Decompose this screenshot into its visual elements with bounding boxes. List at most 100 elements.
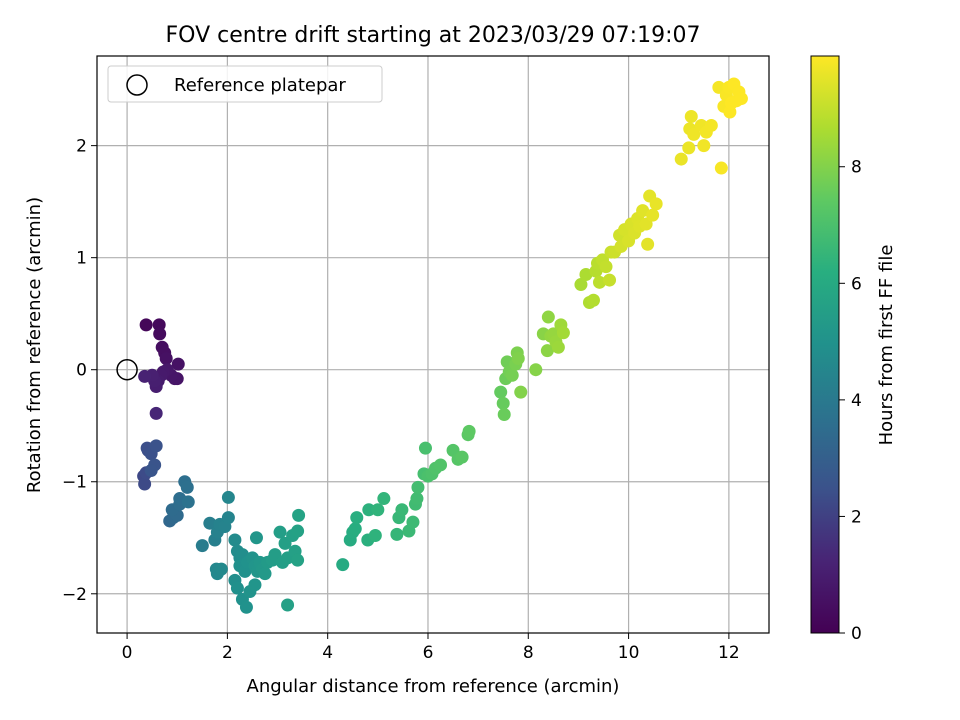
data-point bbox=[406, 515, 420, 529]
data-point bbox=[641, 237, 655, 251]
y-axis-label: Rotation from reference (arcmin) bbox=[24, 197, 45, 493]
data-point bbox=[273, 525, 287, 539]
y-tick-label: 1 bbox=[76, 249, 87, 269]
x-tick-label: 8 bbox=[523, 643, 534, 663]
data-point bbox=[455, 450, 469, 464]
data-point bbox=[239, 600, 253, 614]
y-axis-ticks: −2 −1 0 1 2 bbox=[62, 137, 97, 605]
data-points bbox=[137, 77, 748, 614]
data-point bbox=[368, 529, 382, 543]
legend-label: Reference platepar bbox=[174, 75, 346, 96]
legend: Reference platepar bbox=[107, 65, 383, 103]
data-point bbox=[649, 197, 663, 211]
colorbar bbox=[810, 55, 840, 634]
colorbar-tick-label: 6 bbox=[851, 274, 862, 294]
data-point bbox=[291, 553, 305, 567]
data-point bbox=[541, 310, 555, 324]
colorbar-label: Hours from first FF file bbox=[876, 245, 897, 446]
x-tick-label: 6 bbox=[423, 643, 434, 663]
data-point bbox=[410, 492, 424, 506]
data-point bbox=[221, 490, 235, 504]
grid bbox=[97, 56, 769, 633]
data-point bbox=[144, 464, 158, 478]
data-point bbox=[639, 217, 653, 231]
data-point bbox=[195, 539, 209, 553]
colorbar-tick-label: 2 bbox=[851, 507, 862, 527]
reference-point-marker bbox=[116, 358, 138, 381]
data-point bbox=[734, 92, 748, 106]
data-point bbox=[418, 441, 432, 455]
data-point bbox=[336, 558, 350, 572]
data-point bbox=[149, 439, 163, 453]
data-point bbox=[371, 503, 385, 517]
data-point bbox=[684, 110, 698, 124]
y-tick-label: −1 bbox=[62, 473, 87, 493]
data-point bbox=[674, 152, 688, 166]
data-point bbox=[281, 598, 295, 612]
data-point bbox=[377, 492, 391, 506]
data-point bbox=[159, 352, 173, 366]
chart-title: FOV centre drift starting at 2023/03/29 … bbox=[166, 23, 701, 48]
data-point bbox=[434, 458, 448, 472]
data-point bbox=[214, 562, 228, 576]
x-tick-label: 12 bbox=[718, 643, 740, 663]
colorbar-tick-label: 4 bbox=[851, 391, 862, 411]
data-point bbox=[362, 503, 376, 517]
data-point bbox=[348, 522, 362, 536]
data-point bbox=[697, 139, 711, 153]
y-tick-label: −2 bbox=[62, 585, 87, 605]
colorbar-ticks: 0 2 4 6 8 bbox=[839, 158, 862, 644]
data-point bbox=[249, 531, 263, 545]
data-point bbox=[704, 118, 718, 132]
data-point bbox=[514, 385, 528, 399]
data-point bbox=[138, 369, 152, 383]
y-tick-label: 0 bbox=[76, 361, 87, 381]
data-point bbox=[248, 578, 262, 592]
data-point bbox=[646, 208, 660, 222]
data-point bbox=[171, 357, 185, 371]
x-tick-label: 0 bbox=[122, 643, 133, 663]
data-point bbox=[138, 477, 152, 491]
x-axis-label: Angular distance from reference (arcmin) bbox=[247, 676, 620, 697]
colorbar-tick-label: 8 bbox=[851, 158, 862, 178]
data-point bbox=[636, 204, 650, 218]
data-point bbox=[395, 503, 409, 517]
data-point bbox=[579, 267, 593, 281]
data-point bbox=[203, 516, 217, 530]
data-point bbox=[529, 363, 543, 377]
data-point bbox=[291, 524, 305, 538]
y-tick-label: 2 bbox=[76, 137, 87, 157]
data-point bbox=[149, 406, 163, 420]
data-point bbox=[181, 495, 195, 509]
data-point bbox=[603, 273, 617, 287]
reference-marker bbox=[116, 358, 138, 381]
data-point bbox=[592, 275, 606, 289]
data-point bbox=[511, 352, 525, 366]
data-point bbox=[230, 581, 244, 595]
data-point bbox=[390, 527, 404, 541]
x-axis-ticks: 0 2 4 6 8 10 12 bbox=[122, 633, 740, 663]
data-point bbox=[139, 318, 153, 332]
plot-frame bbox=[96, 55, 770, 634]
data-point bbox=[292, 508, 306, 522]
data-point bbox=[687, 127, 701, 141]
data-point bbox=[574, 278, 588, 292]
data-point bbox=[494, 385, 508, 399]
data-point bbox=[411, 480, 425, 494]
x-tick-label: 4 bbox=[322, 643, 333, 663]
data-point bbox=[462, 424, 476, 438]
data-point bbox=[496, 396, 510, 410]
data-point bbox=[714, 161, 728, 175]
data-point bbox=[540, 344, 554, 358]
data-point bbox=[497, 408, 511, 422]
data-point bbox=[586, 293, 600, 307]
data-point bbox=[258, 567, 272, 581]
colorbar-tick-label: 0 bbox=[851, 624, 862, 644]
data-point bbox=[599, 260, 613, 274]
data-point bbox=[350, 511, 364, 525]
data-point bbox=[221, 511, 235, 525]
data-point bbox=[682, 141, 696, 155]
x-tick-label: 10 bbox=[618, 643, 640, 663]
x-tick-label: 2 bbox=[222, 643, 233, 663]
